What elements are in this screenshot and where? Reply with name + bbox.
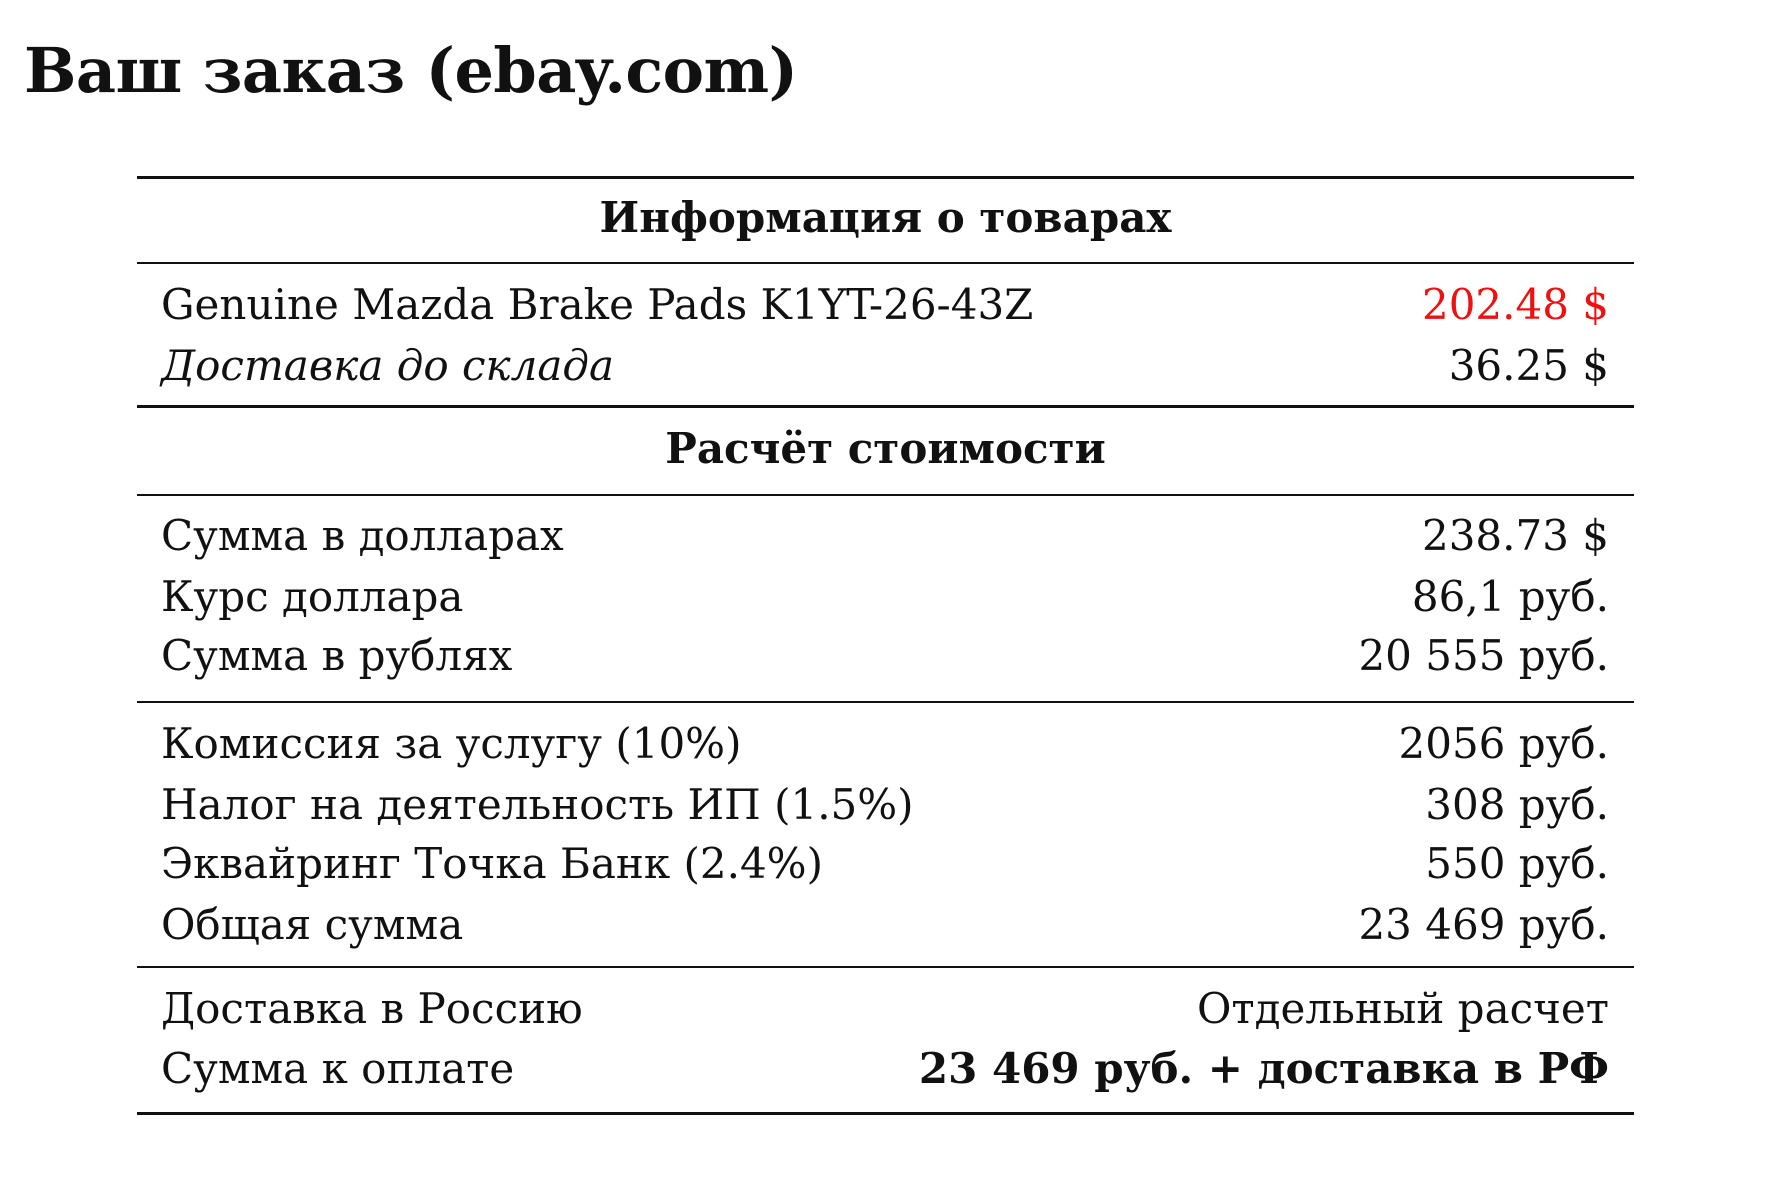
- fee-value: 2056 руб.: [1398, 719, 1609, 768]
- amount-due-row: Сумма к оплате 23 469 руб. + доставка в …: [161, 1039, 1609, 1099]
- divider: [137, 701, 1634, 703]
- fee-label: Налог на деятельность ИП (1.5%): [161, 780, 914, 829]
- divider: [137, 966, 1634, 968]
- table-bottom-rule: [137, 1112, 1634, 1115]
- divider: [137, 262, 1634, 264]
- table-top-rule: [137, 176, 1634, 179]
- calc-row: Курс доллара 86,1 руб.: [161, 567, 1609, 627]
- shipping-value: 36.25 $: [1448, 341, 1609, 390]
- page-title: Ваш заказ (ebay.com): [24, 34, 798, 107]
- russia-shipping-value: Отдельный расчет: [1196, 984, 1609, 1033]
- shipping-label: Доставка до склада: [161, 341, 615, 390]
- fee-label: Эквайринг Точка Банк (2.4%): [161, 839, 823, 888]
- item-label: Genuine Mazda Brake Pads K1YT-26-43Z: [161, 280, 1034, 329]
- fee-value: 308 руб.: [1425, 780, 1609, 829]
- items-heading: Информация о товарах: [599, 193, 1172, 242]
- fee-label: Комиссия за услугу (10%): [161, 719, 742, 768]
- total-row: Общая сумма 23 469 руб.: [161, 895, 1609, 955]
- amount-due-label: Сумма к оплате: [161, 1044, 515, 1093]
- calc-value: 238.73 $: [1421, 511, 1609, 560]
- fee-row: Налог на деятельность ИП (1.5%) 308 руб.: [161, 775, 1609, 835]
- calc-row: Сумма в долларах 238.73 $: [161, 506, 1609, 566]
- item-price: 202.48 $: [1421, 280, 1609, 329]
- calc-value: 20 555 руб.: [1358, 631, 1609, 680]
- total-label: Общая сумма: [161, 900, 464, 949]
- russia-shipping-label: Доставка в Россию: [161, 984, 583, 1033]
- fee-row: Эквайринг Точка Банк (2.4%) 550 руб.: [161, 834, 1609, 894]
- total-value: 23 469 руб.: [1358, 900, 1609, 949]
- divider: [137, 405, 1634, 408]
- russia-shipping-row: Доставка в Россию Отдельный расчет: [161, 979, 1609, 1039]
- item-row: Genuine Mazda Brake Pads K1YT-26-43Z 202…: [161, 275, 1609, 335]
- amount-due-value: 23 469 руб. + доставка в РФ: [918, 1044, 1609, 1093]
- calc-label: Курс доллара: [161, 572, 464, 621]
- fee-value: 550 руб.: [1425, 839, 1609, 888]
- calc-label: Сумма в долларах: [161, 511, 564, 560]
- calc-value: 86,1 руб.: [1411, 572, 1609, 621]
- calc-heading: Расчёт стоимости: [665, 424, 1106, 473]
- divider: [137, 494, 1634, 496]
- fee-row: Комиссия за услугу (10%) 2056 руб.: [161, 714, 1609, 774]
- shipping-row: Доставка до склада 36.25 $: [161, 336, 1609, 396]
- calc-label: Сумма в рублях: [161, 631, 513, 680]
- calc-row: Сумма в рублях 20 555 руб.: [161, 626, 1609, 686]
